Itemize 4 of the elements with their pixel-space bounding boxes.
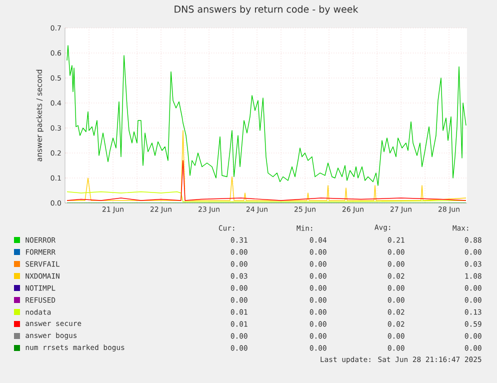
line-series xyxy=(66,45,466,186)
chart-title: DNS answers by return code - by week xyxy=(174,5,358,15)
line-series xyxy=(66,130,466,201)
line-series xyxy=(66,160,466,201)
